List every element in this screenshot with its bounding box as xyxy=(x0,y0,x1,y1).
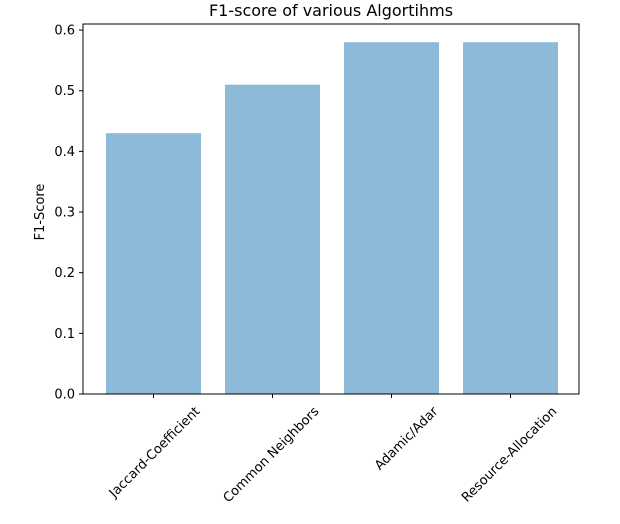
y-tick-label: 0.6 xyxy=(54,24,75,39)
x-tick-label: Adamic/Adar xyxy=(372,404,442,474)
x-tick-label: Jaccard-Coefficient xyxy=(106,404,203,501)
x-axis: Jaccard-Coefficient Common Neighbors Adami… xyxy=(106,394,560,506)
x-tick-label: Common Neighbors xyxy=(221,404,323,506)
bar xyxy=(106,133,201,394)
y-axis-label: F1-Score xyxy=(33,184,48,241)
bar xyxy=(344,42,439,395)
chart-title: F1-score of various Algortihms xyxy=(209,1,453,20)
bar xyxy=(225,84,320,395)
y-tick-label: 0.5 xyxy=(54,84,75,99)
x-tick-label: Resource-Allocation xyxy=(459,404,560,505)
bars-group xyxy=(106,42,558,395)
plot-frame xyxy=(82,23,580,395)
y-tick-label: 0.1 xyxy=(54,327,75,342)
y-tick-label: 0.4 xyxy=(54,145,75,160)
y-tick-label: 0.0 xyxy=(54,388,75,403)
y-tick-label: 0.2 xyxy=(54,266,75,281)
bar xyxy=(463,42,558,395)
y-tick-label: 0.3 xyxy=(54,206,75,221)
y-axis: 0.0 0.1 0.2 0.3 0.4 0.5 0.6 xyxy=(54,24,83,403)
